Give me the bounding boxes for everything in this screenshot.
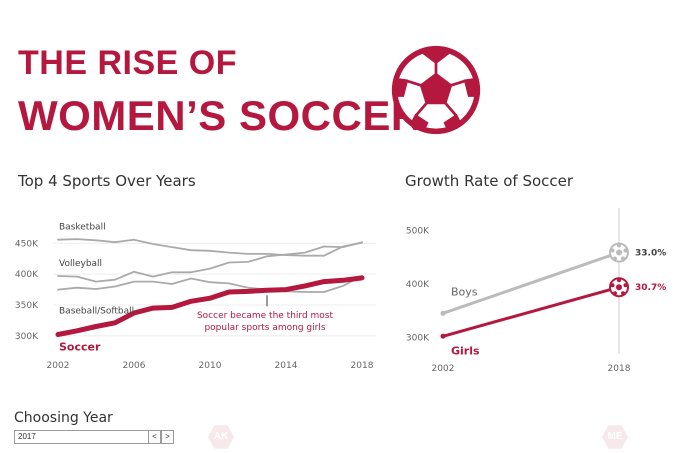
series-label-girls: Girls: [451, 344, 480, 357]
series-line-baseball-softball: [57, 275, 363, 293]
slope-line-girls: [442, 285, 620, 338]
annotation-text-line2: popular sports among girls: [204, 323, 325, 333]
x-tick-label: 2010: [199, 361, 222, 371]
x-tick-label: 2002: [47, 361, 70, 371]
ball-patch: [617, 278, 621, 283]
series-line-volleyball: [57, 241, 363, 283]
ball-patch: [623, 283, 628, 288]
end-ball-girls: [609, 277, 629, 298]
x-tick-label: 2018: [608, 364, 631, 374]
series-line-soccer: [55, 275, 365, 337]
series-label-boys: Boys: [451, 285, 478, 298]
state-hexagon-ak[interactable]: AK: [208, 425, 234, 449]
series-label-baseball-softball: Baseball/Softball: [59, 307, 134, 317]
y-tick-label: 400K: [15, 270, 39, 280]
ball-center-patch: [616, 249, 622, 256]
dashboard-title-line1: THE RISE OF: [18, 44, 237, 82]
series-label-soccer: Soccer: [59, 341, 101, 354]
series-line-basketball: [57, 238, 363, 257]
previous-year-button[interactable]: <: [148, 430, 161, 444]
ball-patch: [621, 256, 625, 261]
y-tick-label: 450K: [15, 239, 39, 249]
y-tick-label: 500K: [406, 227, 430, 237]
ball-patch: [613, 291, 617, 296]
year-select[interactable]: 2017: [14, 430, 149, 444]
growth-slope-chart: 300K 400K 500K 2002 2018 33.0% Boys 30.7% Girls: [406, 208, 666, 374]
x-tick-label: 2014: [275, 361, 298, 371]
end-ball-boys: [609, 242, 629, 263]
next-year-button[interactable]: >: [161, 430, 174, 444]
y-tick-label: 300K: [406, 333, 430, 343]
top-sports-line-chart: 300K 350K 400K 450K 2002 2006 2010 2014 2018 Socc…: [15, 223, 376, 371]
ball-patch: [610, 248, 615, 253]
y-tick-label: 350K: [15, 301, 39, 311]
ball-center-patch: [616, 284, 622, 291]
ball-patch: [617, 243, 621, 248]
ball-patch: [623, 248, 628, 253]
ball-patch: [610, 283, 615, 288]
y-tick-label: 400K: [406, 280, 430, 290]
slope-chart-title: Growth Rate of Soccer: [405, 172, 574, 190]
series-label-volleyball: Volleyball: [59, 259, 102, 269]
x-tick-label: 2002: [432, 364, 455, 374]
ball-patch: [621, 291, 625, 296]
line-chart-title: Top 4 Sports Over Years: [18, 172, 196, 190]
series-label-basketball: Basketball: [59, 223, 106, 233]
state-hexagon-me[interactable]: ME: [602, 425, 628, 449]
start-point-girls: [440, 333, 446, 339]
filter-title: Choosing Year: [14, 410, 113, 426]
dashboard-title-line2: WOMEN’S SOCCER: [18, 92, 422, 139]
ball-patch: [613, 256, 617, 261]
slope-line-boys: [442, 251, 620, 315]
x-tick-label: 2006: [123, 361, 146, 371]
start-point-boys: [440, 310, 446, 316]
soccer-ball-icon: [391, 45, 481, 135]
y-tick-label: 300K: [15, 332, 39, 342]
growth-label-boys: 33.0%: [635, 249, 666, 259]
growth-label-girls: 30.7%: [635, 283, 666, 293]
annotation-text-line1: Soccer became the third most: [197, 311, 334, 321]
x-tick-label: 2018: [351, 361, 374, 371]
